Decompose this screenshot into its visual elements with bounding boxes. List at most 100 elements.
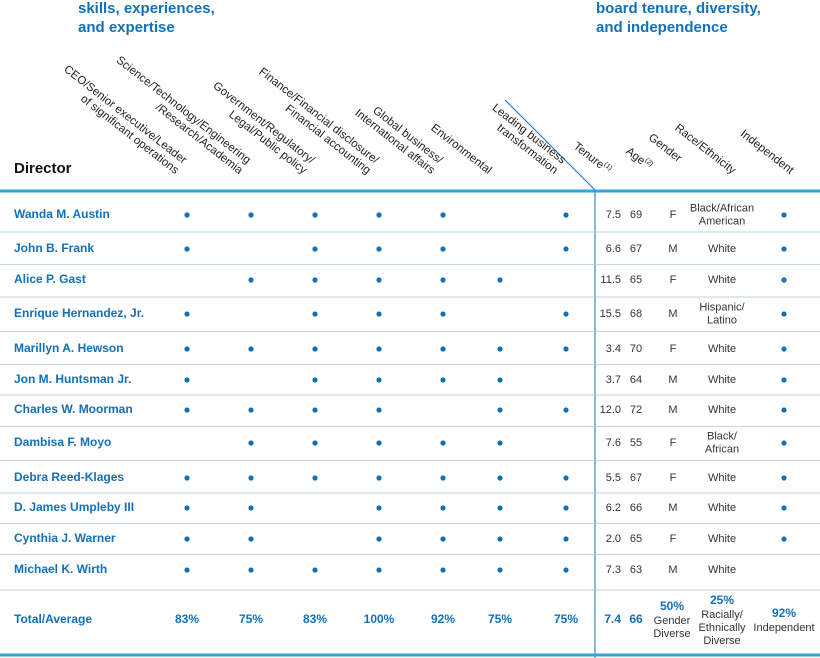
age: 67 xyxy=(630,472,642,484)
skill-dot xyxy=(312,377,318,383)
skill-dot xyxy=(376,567,382,573)
total-tenure: 7.4 xyxy=(604,612,621,626)
skill-dot xyxy=(563,407,569,413)
race: White xyxy=(708,404,736,416)
skill-dot xyxy=(184,346,190,352)
rotated-header: Independent xyxy=(738,128,796,177)
skill-dot xyxy=(184,407,190,413)
section-title: board tenure, diversity, xyxy=(596,0,761,17)
header-label: Age xyxy=(623,145,647,167)
skill-dot xyxy=(376,212,382,218)
column-header: Director xyxy=(14,160,72,177)
tenure: 5.5 xyxy=(606,472,621,484)
skill-dot xyxy=(376,505,382,511)
skill-dot xyxy=(563,311,569,317)
independent-dot xyxy=(781,505,787,511)
gender: F xyxy=(670,533,677,545)
header-label: Race/Ethnicity xyxy=(672,122,738,177)
race: African xyxy=(705,443,739,455)
total-percent: 100% xyxy=(364,612,395,626)
skill-dot xyxy=(248,567,254,573)
age: 68 xyxy=(630,308,642,320)
skill-dot xyxy=(248,440,254,446)
director-name: John B. Frank xyxy=(14,241,94,255)
skill-dot xyxy=(440,505,446,511)
skill-dot xyxy=(248,277,254,283)
section-title: skills, experiences, xyxy=(78,0,215,17)
director-name: Enrique Hernandez, Jr. xyxy=(14,306,144,320)
skill-dot xyxy=(563,505,569,511)
skill-dot xyxy=(376,407,382,413)
tenure: 3.4 xyxy=(606,343,621,355)
race: American xyxy=(699,215,745,227)
total-percent: 75% xyxy=(554,612,578,626)
skill-dot xyxy=(376,277,382,283)
total-percent: 75% xyxy=(488,612,512,626)
total-percent: 83% xyxy=(303,612,327,626)
age: 63 xyxy=(630,564,642,576)
race: White xyxy=(708,564,736,576)
total-caption: Diverse xyxy=(703,635,740,647)
independent-dot xyxy=(781,475,787,481)
director-name: Alice P. Gast xyxy=(14,272,86,286)
skill-dot xyxy=(376,246,382,252)
tenure: 7.5 xyxy=(606,209,621,221)
skill-dot xyxy=(497,475,503,481)
skill-dot xyxy=(312,346,318,352)
header-label: Tenure xyxy=(571,140,606,171)
age: 55 xyxy=(630,437,642,449)
skill-dot xyxy=(497,346,503,352)
total-percent: 50% xyxy=(660,599,684,613)
independent-dot xyxy=(781,440,787,446)
rotated-header: Environmental xyxy=(428,122,493,177)
skill-dot xyxy=(440,536,446,542)
skill-dot xyxy=(440,475,446,481)
skill-dot xyxy=(312,246,318,252)
age: 65 xyxy=(630,533,642,545)
skill-dot xyxy=(497,377,503,383)
tenure: 7.3 xyxy=(606,564,621,576)
skill-dot xyxy=(440,277,446,283)
total-percent: 83% xyxy=(175,612,199,626)
director-name: Marillyn A. Hewson xyxy=(14,341,124,355)
total-percent: 25% xyxy=(710,593,734,607)
independent-dot xyxy=(781,407,787,413)
skill-dot xyxy=(248,505,254,511)
section-title: and expertise xyxy=(78,19,175,36)
column-header: Race/Ethnicity xyxy=(672,122,738,177)
race: Latino xyxy=(707,314,737,326)
total-label: Total/Average xyxy=(14,612,92,626)
director-name: D. James Umpleby III xyxy=(14,500,134,514)
skill-dot xyxy=(312,277,318,283)
race: White xyxy=(708,274,736,286)
skill-dot xyxy=(563,475,569,481)
race: White xyxy=(708,243,736,255)
director-name: Debra Reed-Klages xyxy=(14,470,124,484)
gender: F xyxy=(670,437,677,449)
gender: F xyxy=(670,472,677,484)
skill-dot xyxy=(184,475,190,481)
age: 66 xyxy=(630,502,642,514)
age: 67 xyxy=(630,243,642,255)
rotated-header: Tenure(1) xyxy=(571,140,614,172)
column-header: Age(2) xyxy=(623,144,654,172)
skill-dot xyxy=(184,212,190,218)
total-caption: Independent xyxy=(753,622,814,634)
race: White xyxy=(708,343,736,355)
skill-dot xyxy=(376,311,382,317)
section-title: and independence xyxy=(596,19,728,36)
gender: F xyxy=(670,343,677,355)
skill-dot xyxy=(376,377,382,383)
total-caption: Diverse xyxy=(653,628,690,640)
independent-dot xyxy=(781,277,787,283)
skill-dot xyxy=(312,407,318,413)
skill-dot xyxy=(184,377,190,383)
gender: M xyxy=(668,564,677,576)
race: White xyxy=(708,374,736,386)
skill-dot xyxy=(497,440,503,446)
header-note: (2) xyxy=(643,157,654,168)
skill-dot xyxy=(184,246,190,252)
skill-dot xyxy=(440,246,446,252)
skill-dot xyxy=(563,536,569,542)
